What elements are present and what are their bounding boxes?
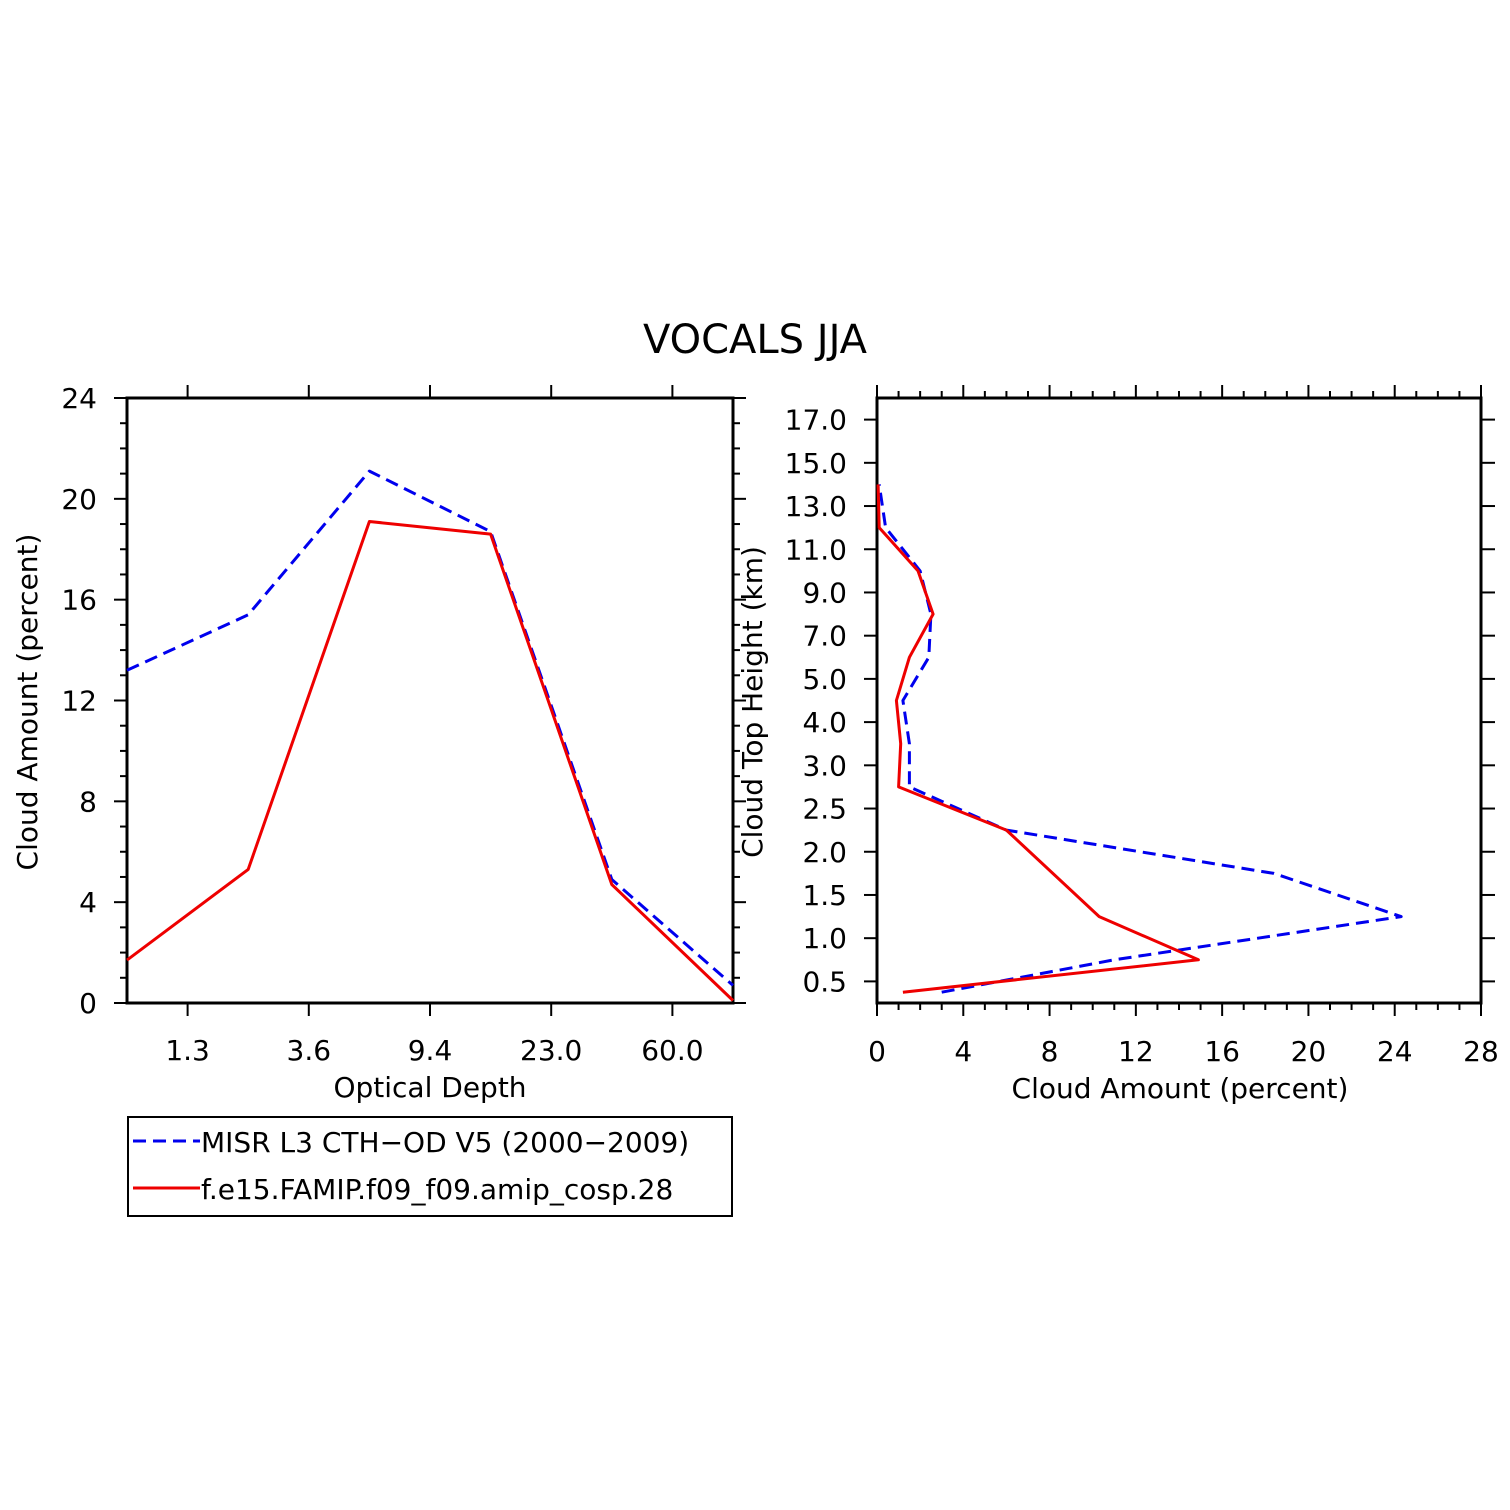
left-axes: 0 4 8 12 16 20 24 1.3 3.6 9.4 23.0 60.0 [61,382,746,1067]
left-x-tick-label: 3.6 [287,1034,332,1067]
left-x-tick-label: 60.0 [641,1034,703,1067]
right-series-misr-line [877,484,1403,994]
right-y-tick-label: 13.0 [785,490,847,523]
left-series-model-line [126,520,735,1002]
right-y-tick-label: 0.5 [802,965,847,998]
right-y-tick-label: 2.0 [802,836,847,869]
left-x-tick-label: 1.3 [165,1034,210,1067]
right-x-tick-label: 20 [1291,1035,1327,1068]
right-y-tick-label: 1.5 [802,879,847,912]
left-y-axis-label: Cloud Amount (percent) [11,534,44,871]
right-x-tick-label: 28 [1463,1035,1499,1068]
right-y-tick-label: 1.0 [802,922,847,955]
right-y-tick-label: 5.0 [802,663,847,696]
legend: MISR L3 CTH−OD V5 (2000−2009) f.e15.FAMI… [127,1116,733,1217]
left-y-tick-label: 20 [61,483,97,516]
right-series-model-line [876,484,1200,994]
right-x-tick-label: 4 [954,1035,972,1068]
left-y-tick-label: 8 [79,785,97,818]
left-x-tick-label: 9.4 [408,1034,453,1067]
legend-label-misr: MISR L3 CTH−OD V5 (2000−2009) [201,1126,689,1159]
left-y-tick-label: 4 [79,886,97,919]
left-panel-optical-depth: 0 4 8 12 16 20 24 1.3 3.6 9.4 23.0 60.0 Optical Dep… [11,382,746,1104]
right-y-tick-label: 9.0 [802,576,847,609]
right-axes: 0 4 8 12 16 20 24 28 0.5 1.0 1.5 2.0 2.5 3.0 4.0 5.0 7.0… [785,385,1499,1068]
left-y-tick-label: 12 [61,685,97,718]
legend-label-model: f.e15.FAMIP.f09_f09.amip_cosp.28 [201,1173,673,1206]
right-y-tick-label: 17.0 [785,404,847,437]
left-series-lines [126,469,735,1002]
left-y-tick-label: 0 [79,987,97,1020]
right-x-tick-label: 24 [1377,1035,1413,1068]
right-y-tick-label: 3.0 [802,749,847,782]
right-y-tick-label: 7.0 [802,620,847,653]
right-series-lines [876,484,1403,994]
chart-title: VOCALS JJA [643,317,868,363]
legend-box [127,1116,733,1217]
left-y-tick-label: 24 [61,382,97,415]
right-y-tick-label: 15.0 [785,447,847,480]
left-x-tick-label: 23.0 [520,1034,582,1067]
right-x-axis-label: Cloud Amount (percent) [1012,1072,1349,1105]
right-y-tick-label: 2.5 [802,793,847,826]
right-x-tick-label: 8 [1041,1035,1059,1068]
left-y-tick-label: 16 [61,584,97,617]
right-panel-cloud-top-height: 0 4 8 12 16 20 24 28 0.5 1.0 1.5 2.0 2.5 3.0 4.0 5.0 7.0… [736,385,1499,1105]
left-series-misr-line [126,469,734,987]
right-x-tick-label: 16 [1204,1035,1240,1068]
right-x-tick-label: 0 [868,1035,886,1068]
right-x-tick-label: 12 [1118,1035,1154,1068]
right-y-axis-label: Cloud Top Height (km) [736,546,769,858]
left-x-axis-label: Optical Depth [333,1071,526,1104]
right-y-tick-label: 11.0 [785,533,847,566]
right-y-tick-label: 4.0 [802,706,847,739]
